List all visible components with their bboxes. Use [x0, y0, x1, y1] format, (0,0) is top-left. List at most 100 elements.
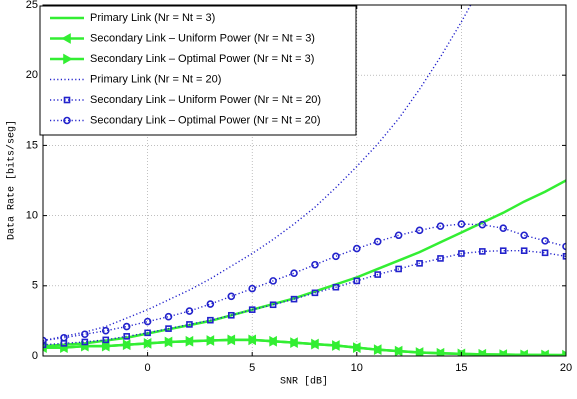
ticks: 0 5 10 15 20 25 0 5 10 15 20	[26, 0, 572, 374]
legend-box	[39, 5, 357, 136]
marker	[144, 329, 151, 337]
marker	[206, 335, 216, 346]
marker	[164, 336, 175, 348]
marker	[227, 311, 235, 319]
y-tick-label: 20	[26, 69, 38, 81]
marker	[290, 337, 300, 349]
marker	[478, 220, 487, 229]
marker	[562, 253, 566, 260]
marker	[186, 321, 193, 328]
marker	[269, 301, 277, 309]
marker	[541, 249, 549, 257]
y-tick-label: 10	[26, 210, 38, 222]
marker	[63, 116, 71, 125]
legend-label: Secondary Link – Optimal Power (Nr = Nt …	[90, 53, 314, 65]
marker	[311, 338, 321, 350]
marker	[520, 247, 528, 254]
marker	[562, 349, 566, 356]
marker	[478, 348, 488, 356]
marker	[227, 292, 236, 301]
y-tick-label: 25	[26, 0, 38, 11]
marker	[207, 316, 214, 324]
marker	[43, 341, 47, 349]
x-tick-label: 10	[351, 362, 363, 374]
plot-frame	[42, 4, 567, 357]
marker	[122, 322, 131, 331]
marker	[248, 334, 258, 346]
x-tick-label: 15	[455, 362, 467, 374]
y-tick-label: 0	[32, 350, 38, 362]
marker	[395, 265, 402, 273]
marker	[248, 284, 256, 293]
marker	[248, 306, 256, 313]
marker	[185, 335, 196, 347]
marker	[499, 349, 509, 356]
marker	[269, 335, 279, 347]
marker	[373, 344, 384, 356]
y-tick-label: 5	[32, 280, 38, 292]
marker	[458, 250, 465, 257]
marker	[415, 347, 426, 356]
x-tick-label: 20	[560, 362, 572, 374]
marker	[416, 260, 423, 267]
marker	[562, 242, 566, 251]
marker	[541, 237, 549, 245]
marker	[373, 237, 382, 246]
marker	[143, 337, 154, 349]
marker	[81, 330, 89, 339]
marker	[43, 336, 47, 345]
marker	[227, 334, 237, 346]
y-tick-label: 15	[26, 139, 38, 151]
marker	[81, 338, 89, 346]
marker	[143, 317, 152, 326]
legend-label: Primary Link (Nr = Nt = 20)	[90, 73, 221, 85]
marker	[541, 349, 551, 356]
marker	[437, 255, 444, 262]
marker	[353, 277, 361, 285]
marker	[479, 248, 486, 255]
marker	[311, 289, 319, 297]
marker	[332, 283, 340, 291]
marker	[63, 96, 71, 104]
marker	[165, 325, 172, 332]
marker	[164, 312, 173, 321]
marker	[499, 224, 508, 233]
marker	[352, 244, 361, 253]
marker	[311, 260, 319, 269]
marker	[290, 269, 298, 277]
x-tick-label: 0	[145, 362, 151, 374]
legend-label: Secondary Link – Uniform Power (Nr = Nt …	[90, 32, 315, 44]
marker	[63, 53, 73, 65]
marker	[269, 277, 277, 285]
marker	[185, 307, 194, 315]
legend: Primary Link (Nr = Nt = 3) Secondary Link…	[39, 5, 357, 136]
marker	[499, 247, 507, 254]
series-line	[43, 5, 472, 342]
marker	[332, 340, 342, 351]
legend-label: Primary Link (Nr = Nt = 3)	[90, 12, 215, 24]
marker	[394, 231, 403, 240]
marker	[123, 333, 130, 340]
marker	[290, 295, 298, 303]
marker	[122, 339, 133, 351]
x-axis-label: SNR [dB]	[280, 376, 328, 388]
marker	[394, 345, 405, 356]
x-tick-label: 5	[249, 362, 255, 374]
marker	[101, 340, 112, 352]
marker	[60, 333, 68, 342]
series-group	[43, 5, 566, 356]
marker	[61, 33, 71, 44]
marker	[436, 347, 447, 356]
marker	[102, 336, 110, 344]
marker	[457, 220, 466, 228]
series-line	[43, 250, 566, 346]
legend-label: Secondary Link – Optimal Power (Nr = Nt …	[90, 114, 320, 126]
marker	[206, 300, 215, 308]
marker	[352, 342, 363, 353]
marker	[415, 226, 424, 235]
marker	[436, 222, 445, 230]
marker	[101, 326, 110, 335]
marker	[332, 252, 340, 261]
marker	[520, 231, 528, 240]
